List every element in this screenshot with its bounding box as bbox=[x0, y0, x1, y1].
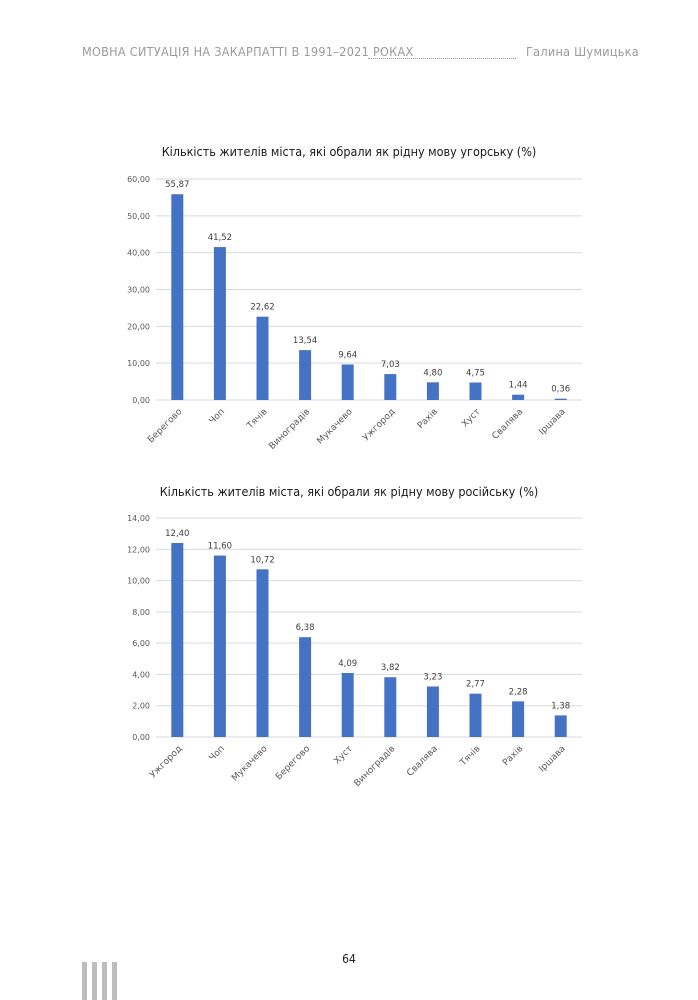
bar bbox=[171, 543, 184, 737]
bar bbox=[554, 398, 567, 400]
chart-2-russian: 0,00 2,00 4,00 6,00 8,00 10,00 12,00 14,00 12,40… bbox=[127, 514, 582, 789]
y-tick-label: 10,00 bbox=[127, 359, 150, 368]
bar bbox=[213, 247, 226, 400]
data-label: 41,52 bbox=[208, 233, 232, 243]
data-label: 7,03 bbox=[381, 360, 400, 370]
bar bbox=[469, 693, 482, 737]
y-tick-label: 8,00 bbox=[132, 608, 150, 617]
data-label: 12,40 bbox=[165, 529, 189, 539]
data-label: 1,44 bbox=[509, 381, 528, 391]
chart-2-title: Кількість жителів міста, які обрали як р… bbox=[159, 484, 539, 499]
corner-stripes-decoration bbox=[80, 962, 124, 1000]
bar bbox=[554, 715, 567, 737]
x-tick-label: Берегово bbox=[274, 744, 313, 783]
y-tick-label: 0,00 bbox=[132, 396, 150, 405]
y-tick-label: 50,00 bbox=[127, 212, 150, 221]
chart-1-title: Кількість жителів міста, які обрали як р… bbox=[161, 144, 537, 159]
bar bbox=[299, 350, 312, 400]
data-label: 3,23 bbox=[423, 672, 442, 682]
data-label: 22,62 bbox=[250, 303, 274, 313]
x-tick-label: Свалява bbox=[405, 744, 440, 779]
bar bbox=[384, 374, 397, 400]
data-label: 1,38 bbox=[551, 701, 570, 711]
y-tick-label: 6,00 bbox=[132, 639, 150, 648]
page-number: 64 bbox=[342, 952, 356, 966]
y-tick-label: 20,00 bbox=[127, 322, 150, 331]
y-tick-label: 40,00 bbox=[127, 249, 150, 258]
bar bbox=[341, 364, 354, 400]
y-tick-label: 2,00 bbox=[132, 702, 150, 711]
x-tick-label: Рахів bbox=[501, 744, 525, 768]
bar bbox=[256, 569, 269, 737]
bar bbox=[512, 701, 525, 737]
x-tick-label: Ужгород bbox=[148, 744, 184, 780]
data-label: 4,09 bbox=[338, 659, 357, 669]
data-label: 4,80 bbox=[423, 368, 442, 378]
data-label: 2,77 bbox=[466, 680, 485, 690]
bar bbox=[256, 316, 269, 400]
y-tick-label: 0,00 bbox=[132, 733, 150, 742]
data-label: 13,54 bbox=[293, 336, 317, 346]
bar bbox=[299, 637, 312, 737]
x-tick-label: Хуст bbox=[332, 744, 354, 766]
x-tick-label: Тячів bbox=[458, 744, 483, 769]
y-tick-label: 60,00 bbox=[127, 175, 150, 184]
data-label: 2,28 bbox=[509, 687, 528, 697]
data-label: 55,87 bbox=[165, 180, 189, 190]
x-tick-label: Іршава bbox=[537, 744, 567, 774]
data-label: 3,82 bbox=[381, 663, 400, 673]
x-tick-label: Мукачево bbox=[230, 744, 270, 784]
data-label: 9,64 bbox=[338, 350, 357, 360]
bar bbox=[512, 394, 525, 400]
data-label: 10,72 bbox=[250, 555, 274, 565]
bar bbox=[384, 677, 397, 737]
data-label: 0,36 bbox=[551, 385, 570, 395]
data-label: 4,75 bbox=[466, 369, 485, 379]
bar bbox=[171, 194, 184, 400]
data-label: 6,38 bbox=[296, 623, 315, 633]
bar bbox=[469, 382, 482, 400]
header-author: Галина Шумицька bbox=[526, 44, 640, 59]
bar bbox=[426, 382, 439, 400]
y-tick-label: 30,00 bbox=[127, 286, 150, 295]
y-tick-label: 4,00 bbox=[132, 670, 150, 679]
bar bbox=[213, 555, 226, 737]
running-header: МОВНА СИТУАЦІЯ НА ЗАКАРПАТТІ В 1991–2021… bbox=[0, 40, 698, 66]
header-dotted-leader bbox=[368, 58, 516, 59]
header-title: МОВНА СИТУАЦІЯ НА ЗАКАРПАТТІ В 1991–2021… bbox=[82, 44, 414, 59]
data-label: 11,60 bbox=[208, 542, 232, 552]
x-tick-label: Чоп bbox=[208, 744, 228, 764]
chart-1-hungarian: 0,0010,0020,0030,0040,0050,0060,0055,87Б… bbox=[127, 175, 582, 452]
y-tick-label: 10,00 bbox=[127, 577, 150, 586]
bar bbox=[341, 673, 354, 737]
y-tick-label: 14,00 bbox=[127, 514, 150, 523]
y-tick-label: 12,00 bbox=[127, 545, 150, 554]
bar bbox=[426, 686, 439, 737]
x-tick-label: Виноградів bbox=[353, 744, 398, 789]
